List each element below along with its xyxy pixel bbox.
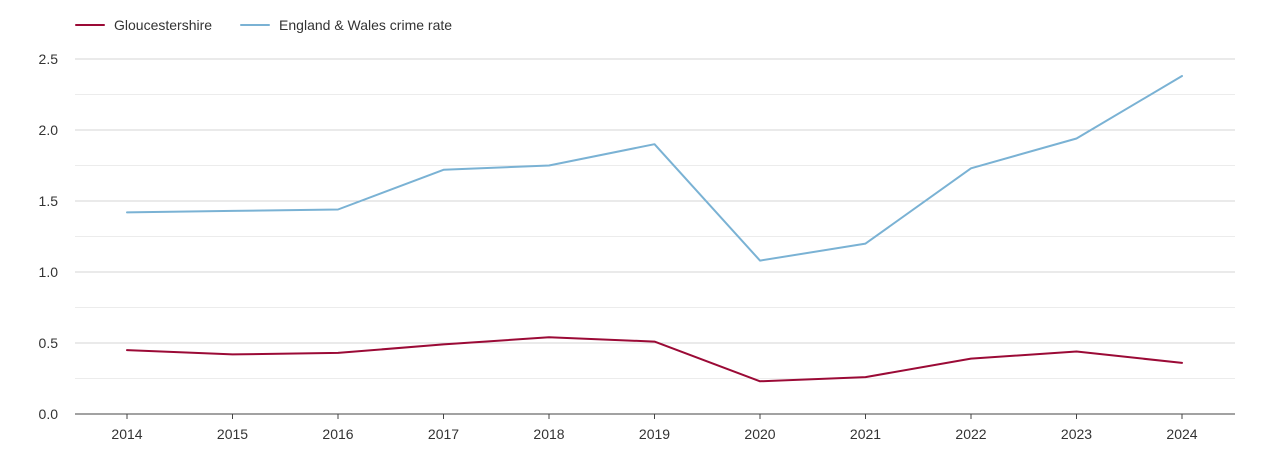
x-tick-label: 2022 bbox=[955, 426, 986, 442]
x-tick-label: 2019 bbox=[639, 426, 670, 442]
x-tick-label: 2023 bbox=[1061, 426, 1092, 442]
legend-label-gloucestershire: Gloucestershire bbox=[114, 17, 213, 33]
axis-layer: 0.0 0.5 1.0 1.5 2.0 2.5 2014 2015 2016 2017 2018 20… bbox=[39, 51, 1235, 442]
x-tick-label: 2021 bbox=[850, 426, 881, 442]
series-line-england-wales bbox=[126, 75, 1183, 262]
grid-layer bbox=[75, 58, 1235, 379]
legend-swatch-england-wales bbox=[240, 24, 271, 26]
y-tick-label: 0.0 bbox=[39, 406, 59, 422]
legend-item-gloucestershire[interactable]: Gloucestershire bbox=[75, 17, 212, 33]
legend-label-england-wales: England & Wales crime rate bbox=[279, 17, 453, 33]
y-tick-label: 2.5 bbox=[39, 51, 59, 67]
x-tick-label: 2017 bbox=[428, 426, 459, 442]
x-tick-label: 2014 bbox=[111, 426, 142, 442]
y-tick-label: 1.0 bbox=[39, 264, 59, 280]
y-tick-label: 0.5 bbox=[39, 335, 59, 351]
x-tick-label: 2020 bbox=[744, 426, 775, 442]
x-tick-label: 2016 bbox=[322, 426, 353, 442]
chart-legend: Gloucestershire England & Wales crime ra… bbox=[75, 14, 452, 36]
x-tick-label: 2018 bbox=[533, 426, 564, 442]
legend-swatch-gloucestershire bbox=[75, 24, 105, 26]
series-layer bbox=[126, 75, 1183, 383]
series-line-gloucestershire bbox=[126, 336, 1183, 383]
y-tick-label: 2.0 bbox=[39, 122, 59, 138]
legend-item-england-wales[interactable]: England & Wales crime rate bbox=[240, 17, 452, 33]
y-tick-label: 1.5 bbox=[39, 193, 59, 209]
x-tick-label: 2015 bbox=[217, 426, 248, 442]
x-tick-label: 2024 bbox=[1166, 426, 1197, 442]
